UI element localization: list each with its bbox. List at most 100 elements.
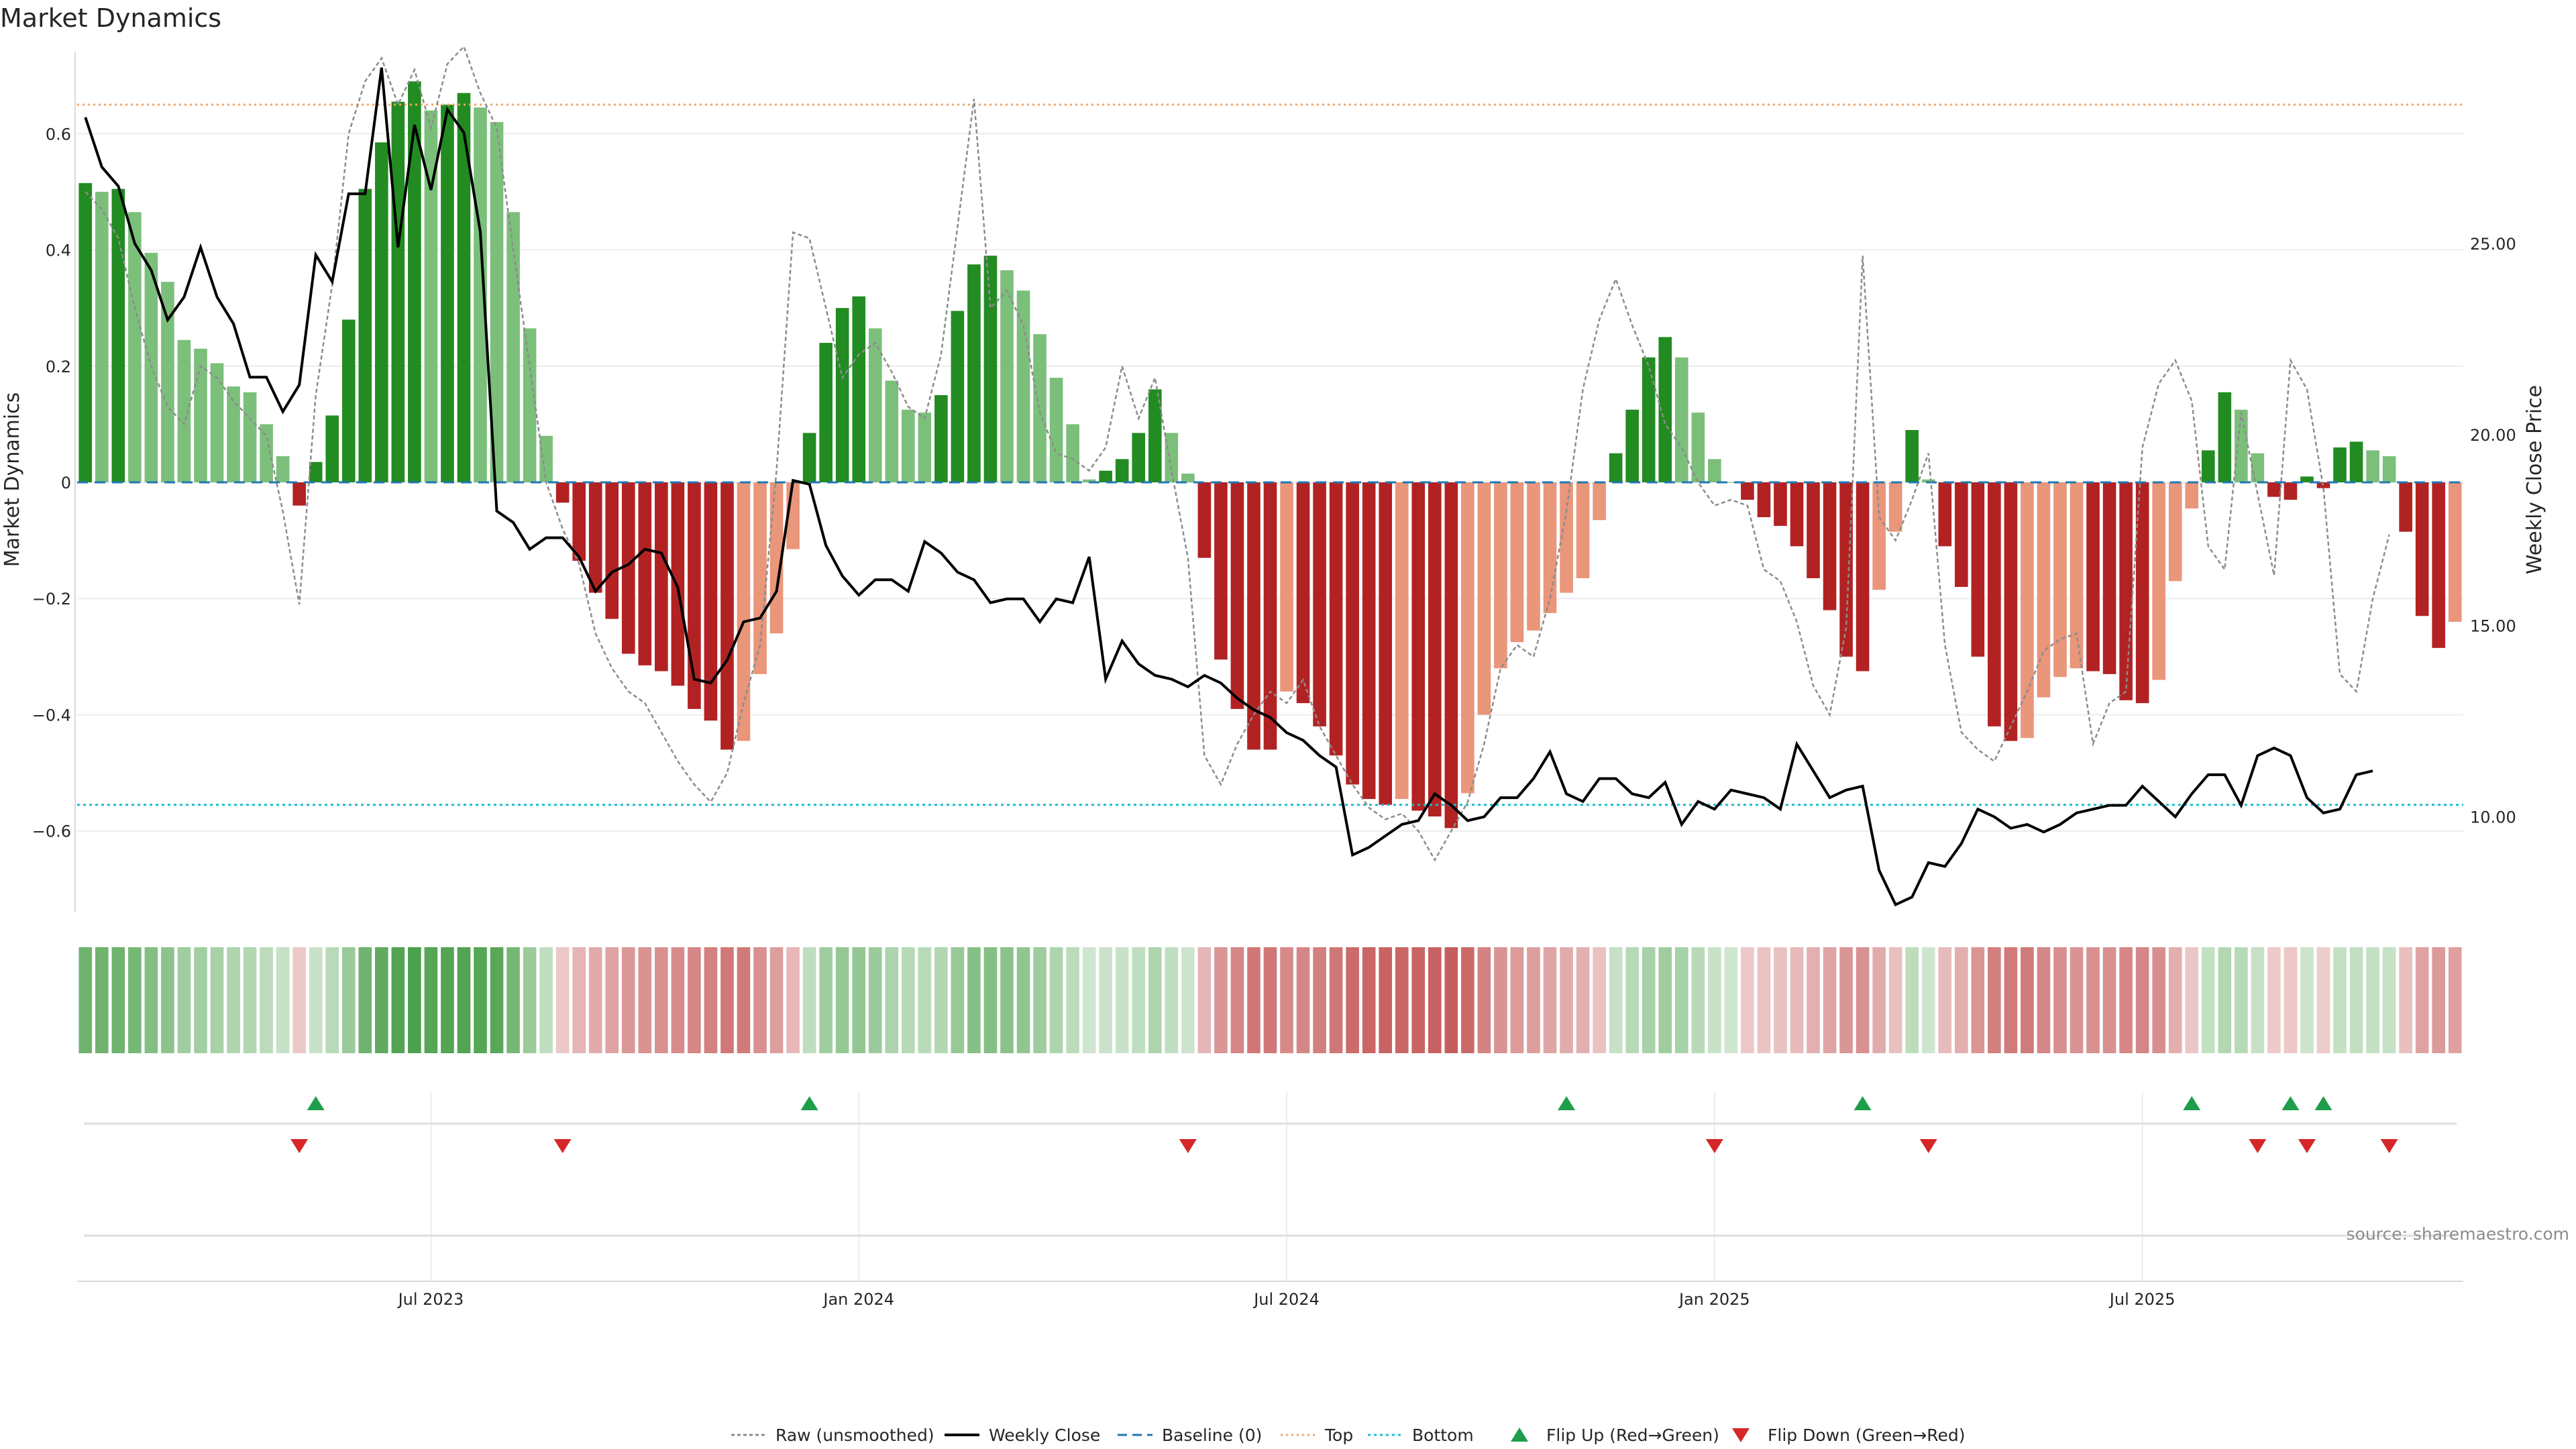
heat-cell-5 [161, 947, 174, 1053]
flip-down-marker-4 [1919, 1139, 1937, 1153]
dynamics-bar-85 [1477, 482, 1491, 715]
dynamics-bar-65 [1148, 389, 1162, 482]
dynamics-bar-36 [671, 482, 685, 686]
heat-cell-38 [704, 947, 718, 1053]
heat-cell-8 [210, 947, 224, 1053]
dynamics-bar-134 [2284, 482, 2298, 500]
heat-cell-23 [457, 947, 471, 1053]
dynamics-bar-95 [1642, 357, 1656, 482]
heat-cell-77 [1346, 947, 1359, 1053]
dynamics-bar-81 [1411, 482, 1426, 811]
heat-cell-95 [1642, 947, 1656, 1053]
heat-cell-15 [325, 947, 339, 1053]
dynamics-bar-63 [1115, 459, 1129, 482]
dynamics-bar-6 [177, 339, 191, 482]
heat-cell-98 [1691, 947, 1705, 1053]
heat-cell-139 [2366, 947, 2379, 1053]
dynamics-bar-35 [655, 482, 668, 672]
dynamics-bar-118 [2021, 482, 2034, 739]
dynamics-bar-24 [474, 107, 487, 483]
dynamics-bar-105 [1807, 482, 1820, 578]
dynamics-bar-46 [835, 308, 849, 482]
heat-cell-30 [572, 947, 586, 1053]
x-tick-4: Jul 2025 [2108, 1290, 2176, 1309]
dynamics-bar-16 [341, 319, 356, 482]
heat-cell-59 [1049, 947, 1063, 1053]
dynamics-bar-28 [539, 435, 553, 482]
dynamics-bar-96 [1658, 337, 1672, 482]
dynamics-bar-140 [2382, 456, 2396, 482]
heat-cell-40 [737, 947, 751, 1053]
legend-label-top: Top [1324, 1426, 1353, 1445]
dynamics-bar-0 [78, 182, 93, 482]
dynamics-bar-107 [1839, 482, 1853, 657]
dynamics-bar-41 [753, 482, 767, 674]
dynamics-bar-1 [95, 191, 109, 482]
heat-cell-75 [1313, 947, 1326, 1053]
dynamics-bar-133 [2267, 482, 2281, 497]
heat-cell-102 [1757, 947, 1771, 1053]
flip-down-marker-2 [1179, 1139, 1197, 1153]
dynamics-bar-80 [1395, 482, 1409, 800]
dynamics-bar-143 [2432, 482, 2446, 648]
dynamics-bar-98 [1691, 413, 1705, 482]
flip-down-marker-6 [2298, 1139, 2316, 1153]
heat-cell-84 [1461, 947, 1474, 1053]
flip-up-marker-3 [1854, 1096, 1872, 1110]
dynamics-bar-67 [1181, 474, 1195, 482]
heat-cell-49 [885, 947, 899, 1053]
dynamics-bar-72 [1263, 482, 1277, 750]
dynamics-bar-39 [720, 482, 734, 750]
chart-title: Market Dynamics [0, 3, 221, 33]
heat-cell-101 [1741, 947, 1754, 1053]
heat-cell-13 [292, 947, 306, 1053]
dynamics-bar-121 [2070, 482, 2084, 669]
y-tick-left-3: 0 [61, 474, 71, 492]
dynamics-bar-88 [1527, 482, 1540, 631]
heat-cell-133 [2267, 947, 2281, 1053]
dynamics-bar-92 [1593, 482, 1606, 521]
dynamics-bar-78 [1362, 482, 1376, 800]
heat-cell-63 [1115, 947, 1129, 1053]
heat-cell-141 [2399, 947, 2412, 1053]
dynamics-bar-91 [1576, 482, 1590, 578]
dynamics-bar-62 [1099, 470, 1113, 482]
dynamics-bar-126 [2152, 482, 2165, 680]
heat-cell-34 [638, 947, 652, 1053]
heat-cell-123 [2102, 947, 2116, 1053]
dynamics-bar-51 [918, 413, 932, 482]
heat-cell-127 [2168, 947, 2182, 1053]
dynamics-bar-142 [2415, 482, 2429, 616]
heat-cell-43 [786, 947, 800, 1053]
flip-up-marker-2 [1558, 1096, 1576, 1110]
heat-cell-55 [983, 947, 998, 1053]
legend-label-up: Flip Up (Red→Green) [1546, 1426, 1719, 1445]
dynamics-bar-103 [1774, 482, 1787, 526]
dynamics-bar-57 [1016, 290, 1030, 482]
flip-down-marker-7 [2380, 1139, 2398, 1153]
x-tick-3: Jan 2025 [1678, 1290, 1750, 1309]
heat-cell-72 [1263, 947, 1277, 1053]
dynamics-bar-14 [309, 462, 323, 482]
heat-cell-116 [1988, 947, 2001, 1053]
dynamics-bar-106 [1823, 482, 1837, 610]
dynamics-bar-15 [325, 415, 339, 482]
heat-cell-12 [276, 947, 290, 1053]
y-tick-right-1: 20.00 [2470, 426, 2516, 445]
dynamics-bar-83 [1444, 482, 1458, 828]
heat-cell-37 [688, 947, 701, 1053]
flip-markers [77, 1096, 2463, 1282]
heat-cell-94 [1625, 947, 1639, 1053]
heat-cell-16 [341, 947, 356, 1053]
heat-cell-7 [194, 947, 207, 1053]
dynamics-bar-99 [1708, 459, 1721, 482]
dynamics-bar-137 [2333, 447, 2347, 482]
dynamics-bar-18 [375, 142, 388, 482]
heat-cell-53 [951, 947, 965, 1053]
heat-cell-131 [2235, 947, 2248, 1053]
heat-cell-39 [720, 947, 734, 1053]
dynamics-bar-59 [1049, 378, 1063, 482]
legend-label-baseline: Baseline (0) [1162, 1426, 1262, 1445]
x-tick-2: Jul 2024 [1252, 1290, 1320, 1309]
heat-cell-73 [1280, 947, 1293, 1053]
